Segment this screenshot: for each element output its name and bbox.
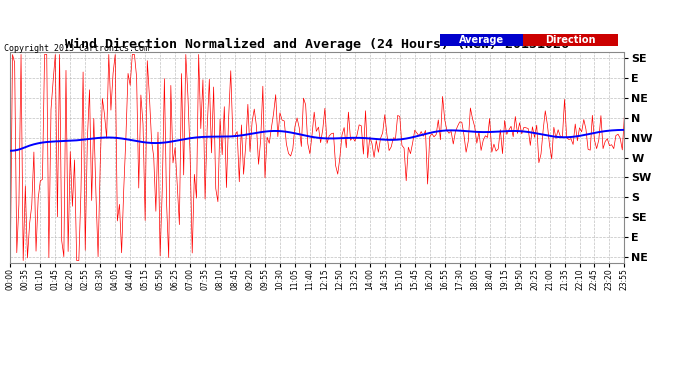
FancyBboxPatch shape: [523, 34, 618, 46]
Text: Average: Average: [459, 35, 504, 45]
Title: Wind Direction Normalized and Average (24 Hours) (New) 20131026: Wind Direction Normalized and Average (2…: [66, 38, 569, 51]
FancyBboxPatch shape: [440, 34, 523, 46]
Text: Direction: Direction: [546, 35, 596, 45]
Text: Copyright 2013 Cartronics.com: Copyright 2013 Cartronics.com: [4, 44, 149, 53]
